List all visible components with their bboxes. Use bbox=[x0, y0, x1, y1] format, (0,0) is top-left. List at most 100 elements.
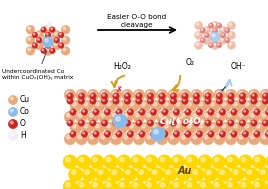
Circle shape bbox=[208, 109, 214, 115]
Circle shape bbox=[182, 98, 188, 104]
Circle shape bbox=[106, 132, 108, 134]
Circle shape bbox=[35, 41, 44, 50]
Circle shape bbox=[229, 33, 232, 35]
Circle shape bbox=[148, 121, 151, 123]
Circle shape bbox=[228, 183, 232, 187]
Circle shape bbox=[79, 157, 84, 162]
Circle shape bbox=[168, 111, 179, 123]
Circle shape bbox=[95, 102, 99, 106]
Circle shape bbox=[142, 124, 145, 128]
Circle shape bbox=[90, 120, 96, 126]
Circle shape bbox=[61, 36, 70, 45]
Circle shape bbox=[182, 120, 188, 126]
Circle shape bbox=[170, 93, 177, 99]
Circle shape bbox=[10, 133, 13, 136]
Circle shape bbox=[47, 23, 49, 24]
Circle shape bbox=[239, 135, 243, 139]
Circle shape bbox=[110, 89, 122, 101]
Circle shape bbox=[211, 41, 219, 49]
Circle shape bbox=[58, 43, 64, 48]
Circle shape bbox=[159, 120, 165, 126]
Circle shape bbox=[53, 31, 61, 39]
Circle shape bbox=[258, 167, 268, 181]
Circle shape bbox=[170, 135, 174, 139]
Circle shape bbox=[264, 99, 266, 101]
Circle shape bbox=[158, 91, 162, 95]
Circle shape bbox=[174, 132, 177, 134]
Circle shape bbox=[36, 43, 39, 46]
Circle shape bbox=[195, 121, 197, 123]
Circle shape bbox=[45, 48, 48, 51]
Circle shape bbox=[208, 43, 214, 48]
Circle shape bbox=[81, 131, 88, 137]
Circle shape bbox=[228, 93, 234, 99]
Circle shape bbox=[113, 113, 116, 117]
Circle shape bbox=[160, 121, 162, 123]
Circle shape bbox=[103, 94, 105, 96]
Circle shape bbox=[165, 102, 168, 106]
Circle shape bbox=[90, 93, 96, 99]
Circle shape bbox=[82, 100, 93, 112]
Circle shape bbox=[43, 37, 53, 47]
Circle shape bbox=[103, 180, 117, 189]
Circle shape bbox=[68, 94, 70, 96]
Circle shape bbox=[76, 111, 87, 123]
Circle shape bbox=[252, 94, 254, 96]
Circle shape bbox=[214, 133, 225, 145]
Circle shape bbox=[109, 167, 123, 181]
Circle shape bbox=[179, 133, 191, 145]
Circle shape bbox=[239, 91, 243, 95]
Circle shape bbox=[255, 110, 257, 112]
Circle shape bbox=[199, 124, 203, 128]
Circle shape bbox=[140, 110, 142, 112]
Circle shape bbox=[225, 180, 239, 189]
Circle shape bbox=[113, 93, 119, 99]
Circle shape bbox=[227, 31, 236, 40]
Circle shape bbox=[232, 110, 234, 112]
Circle shape bbox=[185, 131, 191, 137]
Circle shape bbox=[63, 37, 66, 40]
Circle shape bbox=[203, 36, 211, 44]
Circle shape bbox=[73, 102, 76, 106]
Circle shape bbox=[90, 180, 104, 189]
Circle shape bbox=[217, 167, 231, 181]
Circle shape bbox=[211, 180, 225, 189]
Circle shape bbox=[148, 94, 151, 96]
Circle shape bbox=[208, 100, 220, 112]
Circle shape bbox=[54, 43, 57, 46]
Circle shape bbox=[207, 31, 215, 40]
Circle shape bbox=[218, 43, 219, 45]
Circle shape bbox=[156, 111, 168, 123]
Circle shape bbox=[124, 113, 128, 117]
Circle shape bbox=[118, 124, 122, 128]
Circle shape bbox=[91, 121, 93, 123]
Circle shape bbox=[174, 157, 178, 162]
Circle shape bbox=[195, 94, 197, 96]
Circle shape bbox=[136, 135, 139, 139]
Circle shape bbox=[63, 48, 66, 51]
Circle shape bbox=[177, 167, 191, 181]
Circle shape bbox=[248, 111, 260, 123]
Circle shape bbox=[262, 93, 268, 99]
Circle shape bbox=[101, 135, 105, 139]
Circle shape bbox=[101, 91, 105, 95]
Circle shape bbox=[211, 155, 225, 169]
Circle shape bbox=[219, 26, 227, 35]
Circle shape bbox=[201, 29, 203, 30]
Circle shape bbox=[46, 44, 48, 46]
Circle shape bbox=[90, 98, 96, 104]
Circle shape bbox=[150, 109, 157, 115]
Circle shape bbox=[91, 94, 93, 96]
Circle shape bbox=[76, 89, 87, 101]
Circle shape bbox=[147, 98, 154, 104]
Circle shape bbox=[171, 180, 185, 189]
Circle shape bbox=[160, 183, 165, 187]
Circle shape bbox=[229, 121, 231, 123]
Circle shape bbox=[251, 93, 257, 99]
Circle shape bbox=[206, 170, 211, 174]
Circle shape bbox=[204, 167, 218, 181]
Text: Undercoordinated Co
within CuOₓ(OH)ᵧ matrix: Undercoordinated Co within CuOₓ(OH)ᵧ mat… bbox=[2, 51, 73, 80]
Circle shape bbox=[80, 94, 82, 96]
Circle shape bbox=[76, 180, 91, 189]
Circle shape bbox=[137, 94, 139, 96]
